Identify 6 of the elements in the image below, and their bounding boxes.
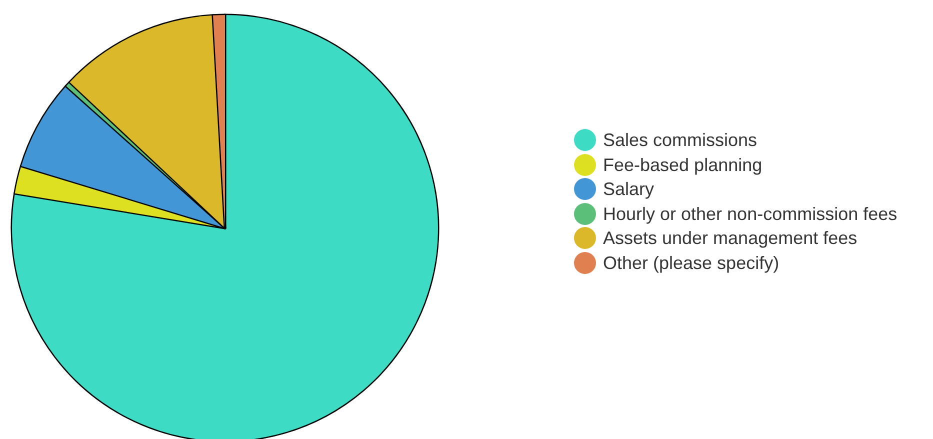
legend-label: Salary xyxy=(603,178,654,201)
legend-label: Other (please specify) xyxy=(603,252,780,275)
legend-label: Fee-based planning xyxy=(603,154,762,177)
legend-label: Hourly or other non-commission fees xyxy=(603,202,898,226)
legend-label: Sales commissions xyxy=(603,129,758,152)
legend-label: Assets under management fees xyxy=(603,227,858,250)
